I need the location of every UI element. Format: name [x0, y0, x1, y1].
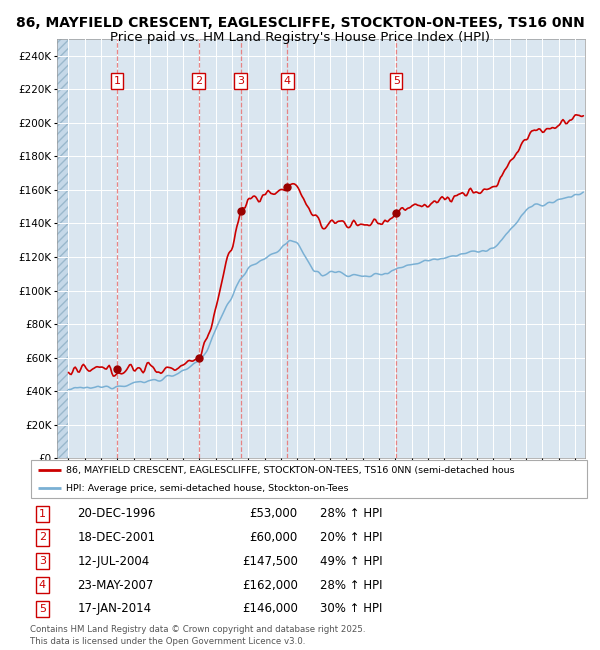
Text: 17-JAN-2014: 17-JAN-2014 — [77, 603, 152, 616]
Text: 3: 3 — [39, 556, 46, 566]
Text: 28% ↑ HPI: 28% ↑ HPI — [320, 578, 383, 592]
Text: 5: 5 — [392, 76, 400, 86]
Text: 4: 4 — [39, 580, 46, 590]
Text: This data is licensed under the Open Government Licence v3.0.: This data is licensed under the Open Gov… — [30, 637, 305, 646]
Text: 30% ↑ HPI: 30% ↑ HPI — [320, 603, 383, 616]
Text: 12-JUL-2004: 12-JUL-2004 — [77, 555, 149, 568]
Text: 86, MAYFIELD CRESCENT, EAGLESCLIFFE, STOCKTON-ON-TEES, TS16 0NN: 86, MAYFIELD CRESCENT, EAGLESCLIFFE, STO… — [16, 16, 584, 31]
Text: £146,000: £146,000 — [242, 603, 298, 616]
Text: 5: 5 — [39, 604, 46, 614]
Text: 3: 3 — [237, 76, 244, 86]
Text: 1: 1 — [39, 509, 46, 519]
Text: 86, MAYFIELD CRESCENT, EAGLESCLIFFE, STOCKTON-ON-TEES, TS16 0NN (semi-detached h: 86, MAYFIELD CRESCENT, EAGLESCLIFFE, STO… — [66, 466, 515, 474]
FancyBboxPatch shape — [31, 460, 587, 499]
Text: 49% ↑ HPI: 49% ↑ HPI — [320, 555, 383, 568]
Text: £60,000: £60,000 — [250, 531, 298, 544]
Text: 1: 1 — [113, 76, 121, 86]
Text: £147,500: £147,500 — [242, 555, 298, 568]
Text: 18-DEC-2001: 18-DEC-2001 — [77, 531, 155, 544]
Text: 20% ↑ HPI: 20% ↑ HPI — [320, 531, 383, 544]
Text: 23-MAY-2007: 23-MAY-2007 — [77, 578, 154, 592]
Text: 20-DEC-1996: 20-DEC-1996 — [77, 507, 156, 520]
Text: Contains HM Land Registry data © Crown copyright and database right 2025.: Contains HM Land Registry data © Crown c… — [30, 625, 365, 634]
Text: HPI: Average price, semi-detached house, Stockton-on-Tees: HPI: Average price, semi-detached house,… — [66, 484, 349, 493]
Bar — [57, 39, 68, 458]
Text: 4: 4 — [284, 76, 291, 86]
Text: 2: 2 — [195, 76, 202, 86]
Bar — [57, 39, 68, 458]
Text: £53,000: £53,000 — [250, 507, 298, 520]
Text: Price paid vs. HM Land Registry's House Price Index (HPI): Price paid vs. HM Land Registry's House … — [110, 31, 490, 44]
Text: 2: 2 — [39, 532, 46, 543]
Text: 28% ↑ HPI: 28% ↑ HPI — [320, 507, 383, 520]
Text: £162,000: £162,000 — [242, 578, 298, 592]
